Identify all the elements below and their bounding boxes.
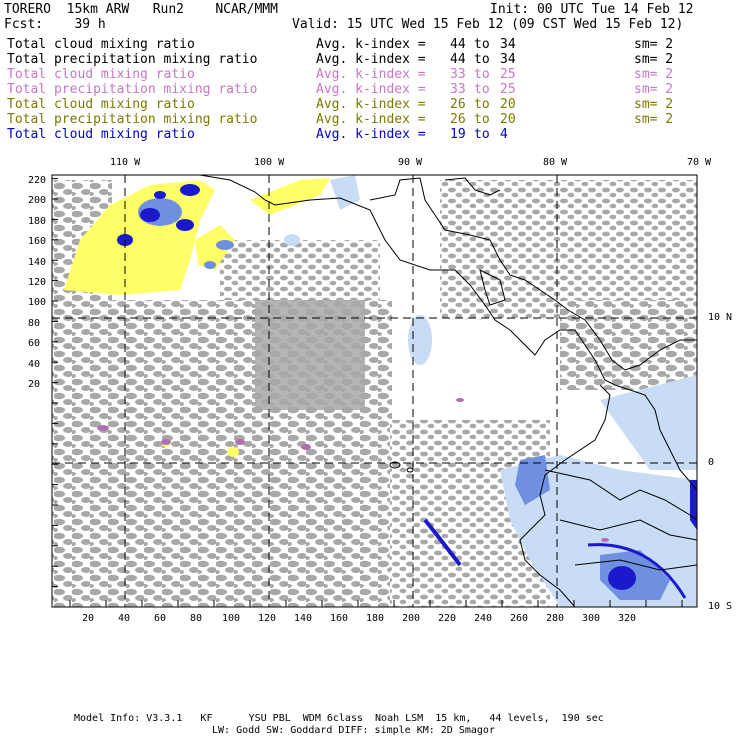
legend-kindex-end: 34: [500, 37, 516, 52]
longitude-label: 110 W: [110, 157, 141, 168]
graticule: [52, 175, 697, 607]
legend-kindex-end: 25: [500, 82, 516, 97]
legend-kindex-to: to: [474, 127, 490, 142]
grid-y-label: 220: [28, 175, 47, 186]
grid-y-label: 20: [28, 379, 41, 390]
axis-ticks: [52, 178, 683, 608]
legend-kindex-label: Avg. k-index =: [316, 82, 434, 97]
legend-kindex-from: 26: [450, 112, 466, 127]
legend-smoothing: sm= 2: [634, 112, 674, 127]
legend-smoothing: sm= 2: [634, 37, 674, 52]
legend-kindex-end: 4: [500, 127, 508, 142]
latitude-label: 10 S: [708, 601, 733, 612]
grid-y-label: 140: [28, 256, 47, 268]
valid-time: Valid: 15 UTC Wed 15 Feb 12 (09 CST Wed …: [292, 17, 684, 32]
precip-blue-cores: [117, 184, 234, 269]
legend-smoothing: sm= 2: [634, 67, 674, 82]
legend-kindex-end: 34: [500, 52, 516, 67]
legend-kindex-from: 33: [450, 82, 466, 97]
coastlines: [199, 175, 697, 607]
grid-y-label: 60: [28, 338, 41, 350]
plot-frame: [51, 174, 698, 608]
legend-kindex-from: 44: [450, 52, 466, 67]
longitude-label: 80 W: [543, 157, 568, 168]
grid-x-label: 80: [190, 613, 203, 624]
legend-smoothing: sm= 2: [634, 82, 674, 97]
longitude-label: 70 W: [687, 157, 712, 168]
grid-x-label: 220: [438, 613, 457, 624]
legend-field: Total precipitation mixing ratio: [7, 52, 258, 67]
legend-kindex-to: to: [474, 52, 490, 67]
init-time: Init: 00 UTC Tue 14 Feb 12: [490, 2, 694, 17]
grid-x-label: 60: [154, 613, 167, 624]
legend-kindex-to: to: [474, 82, 490, 97]
grid-x-label: 280: [546, 613, 565, 624]
legend-smoothing: sm= 2: [634, 52, 674, 67]
grid-y-label: 200: [28, 195, 47, 207]
legend-kindex-from: 19: [450, 127, 466, 142]
grid-y-label: 100: [28, 297, 47, 309]
grid-x-label: 100: [222, 613, 241, 624]
legend-kindex-from: 33: [450, 67, 466, 82]
legend-kindex-end: 25: [500, 67, 516, 82]
legend-kindex-label: Avg. k-index =: [316, 37, 434, 52]
legend-kindex-label: Avg. k-index =: [316, 52, 434, 67]
grid-y-label: 120: [28, 277, 47, 288]
forecast-hour: Fcst: 39 h: [4, 17, 106, 32]
grid-x-label: 40: [118, 613, 131, 624]
grid-x-label: 200: [402, 613, 421, 624]
grid-x-label: 320: [618, 613, 637, 624]
legend-field: Total cloud mixing ratio: [7, 37, 195, 52]
purple-cells: [97, 398, 609, 542]
legend-kindex-label: Avg. k-index =: [316, 67, 434, 82]
grid-x-label: 300: [582, 613, 601, 624]
legend-kindex-to: to: [474, 37, 490, 52]
grid-y-label: 40: [28, 358, 41, 370]
grid-y-label: 180: [28, 215, 47, 227]
grid-x-label: 240: [474, 613, 493, 624]
legend-kindex-from: 26: [450, 97, 466, 112]
plot-area: [52, 175, 697, 607]
legend-kindex-end: 20: [500, 112, 516, 127]
legend-kindex-to: to: [474, 67, 490, 82]
model-title: TORERO 15km ARW Run2 NCAR/MMM: [4, 2, 278, 17]
longitude-label: 100 W: [254, 157, 285, 168]
grid-x-label: 20: [82, 613, 95, 624]
legend-kindex-end: 20: [500, 97, 516, 112]
legend-kindex-to: to: [474, 97, 490, 112]
grid-x-label: 180: [366, 613, 385, 624]
latitude-label: 10 N: [708, 312, 733, 323]
latitude-label: 0: [708, 457, 715, 468]
grid-x-label: 140: [294, 613, 313, 624]
legend-field: Total cloud mixing ratio: [7, 127, 195, 142]
legend-kindex-from: 44: [450, 37, 466, 52]
legend-field: Total cloud mixing ratio: [7, 67, 195, 82]
legend-field: Total precipitation mixing ratio: [7, 82, 258, 97]
legend-kindex-label: Avg. k-index =: [316, 97, 434, 112]
grid-x-label: 160: [330, 613, 349, 624]
legend-smoothing: sm= 2: [634, 97, 674, 112]
legend-field: Total precipitation mixing ratio: [7, 112, 258, 127]
legend-kindex-label: Avg. k-index =: [316, 127, 434, 142]
grid-x-label: 260: [510, 613, 529, 624]
grid-y-label: 160: [28, 236, 47, 248]
model-info: Model Info: V3.3.1 KF YSU PBL WDM 6class…: [74, 713, 604, 724]
legend-kindex-to: to: [474, 112, 490, 127]
longitude-label: 90 W: [398, 157, 423, 168]
grid-y-label: 80: [28, 317, 41, 329]
cloud-field: [52, 175, 697, 607]
legend-field: Total cloud mixing ratio: [7, 97, 195, 112]
grid-x-label: 120: [258, 613, 277, 624]
legend-kindex-label: Avg. k-index =: [316, 112, 434, 127]
physics-info: LW: Godd SW: Goddard DIFF: simple KM: 2D…: [212, 725, 495, 736]
